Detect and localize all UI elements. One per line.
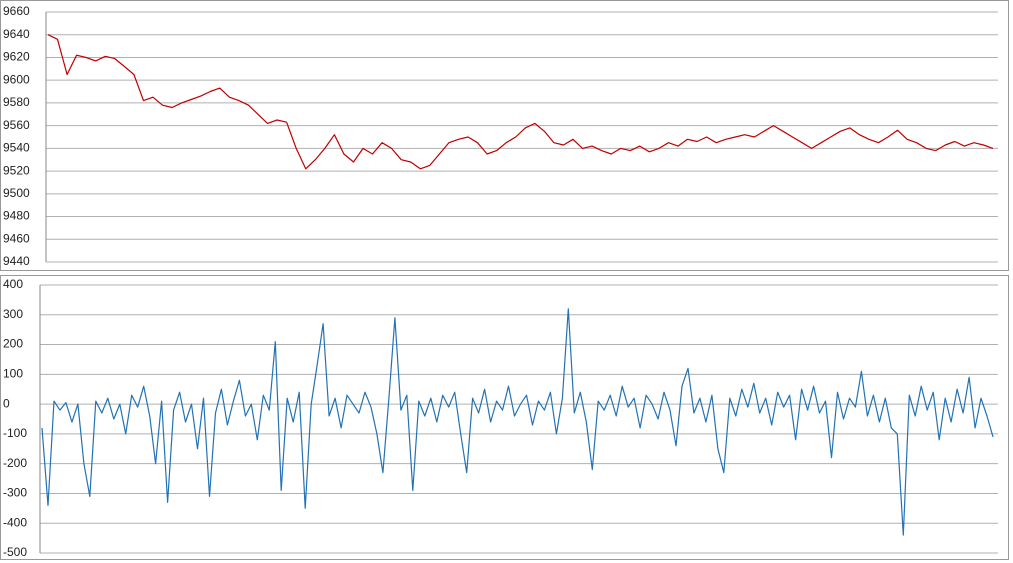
y-tick-label: 9660 — [3, 4, 30, 18]
y-tick-label: 100 — [3, 367, 23, 381]
y-tick-label: 9640 — [3, 27, 30, 41]
y-tick-label: -300 — [3, 486, 27, 500]
y-tick-label: 9560 — [3, 118, 30, 132]
bottom-panel — [0, 275, 1009, 560]
y-tick-label: 9540 — [3, 141, 30, 155]
y-tick-label: 9460 — [3, 231, 30, 245]
y-tick-label: 400 — [3, 277, 23, 291]
y-tick-label: -500 — [3, 545, 27, 559]
y-tick-label: 200 — [3, 337, 23, 351]
y-tick-label: 300 — [3, 307, 23, 321]
y-tick-label: 9500 — [3, 186, 30, 200]
y-tick-label: 9620 — [3, 50, 30, 64]
y-tick-label: 9580 — [3, 95, 30, 109]
y-tick-label: 9600 — [3, 72, 30, 86]
y-tick-label: 0 — [3, 396, 10, 410]
y-tick-label: 9440 — [3, 254, 30, 268]
y-tick-label: 9520 — [3, 163, 30, 177]
y-tick-label: -200 — [3, 456, 27, 470]
y-tick-label: -400 — [3, 515, 27, 529]
top-panel — [0, 0, 1009, 271]
y-tick-label: 9480 — [3, 209, 30, 223]
y-tick-label: -100 — [3, 426, 27, 440]
line-series — [41, 308, 994, 536]
line-series — [47, 34, 994, 170]
